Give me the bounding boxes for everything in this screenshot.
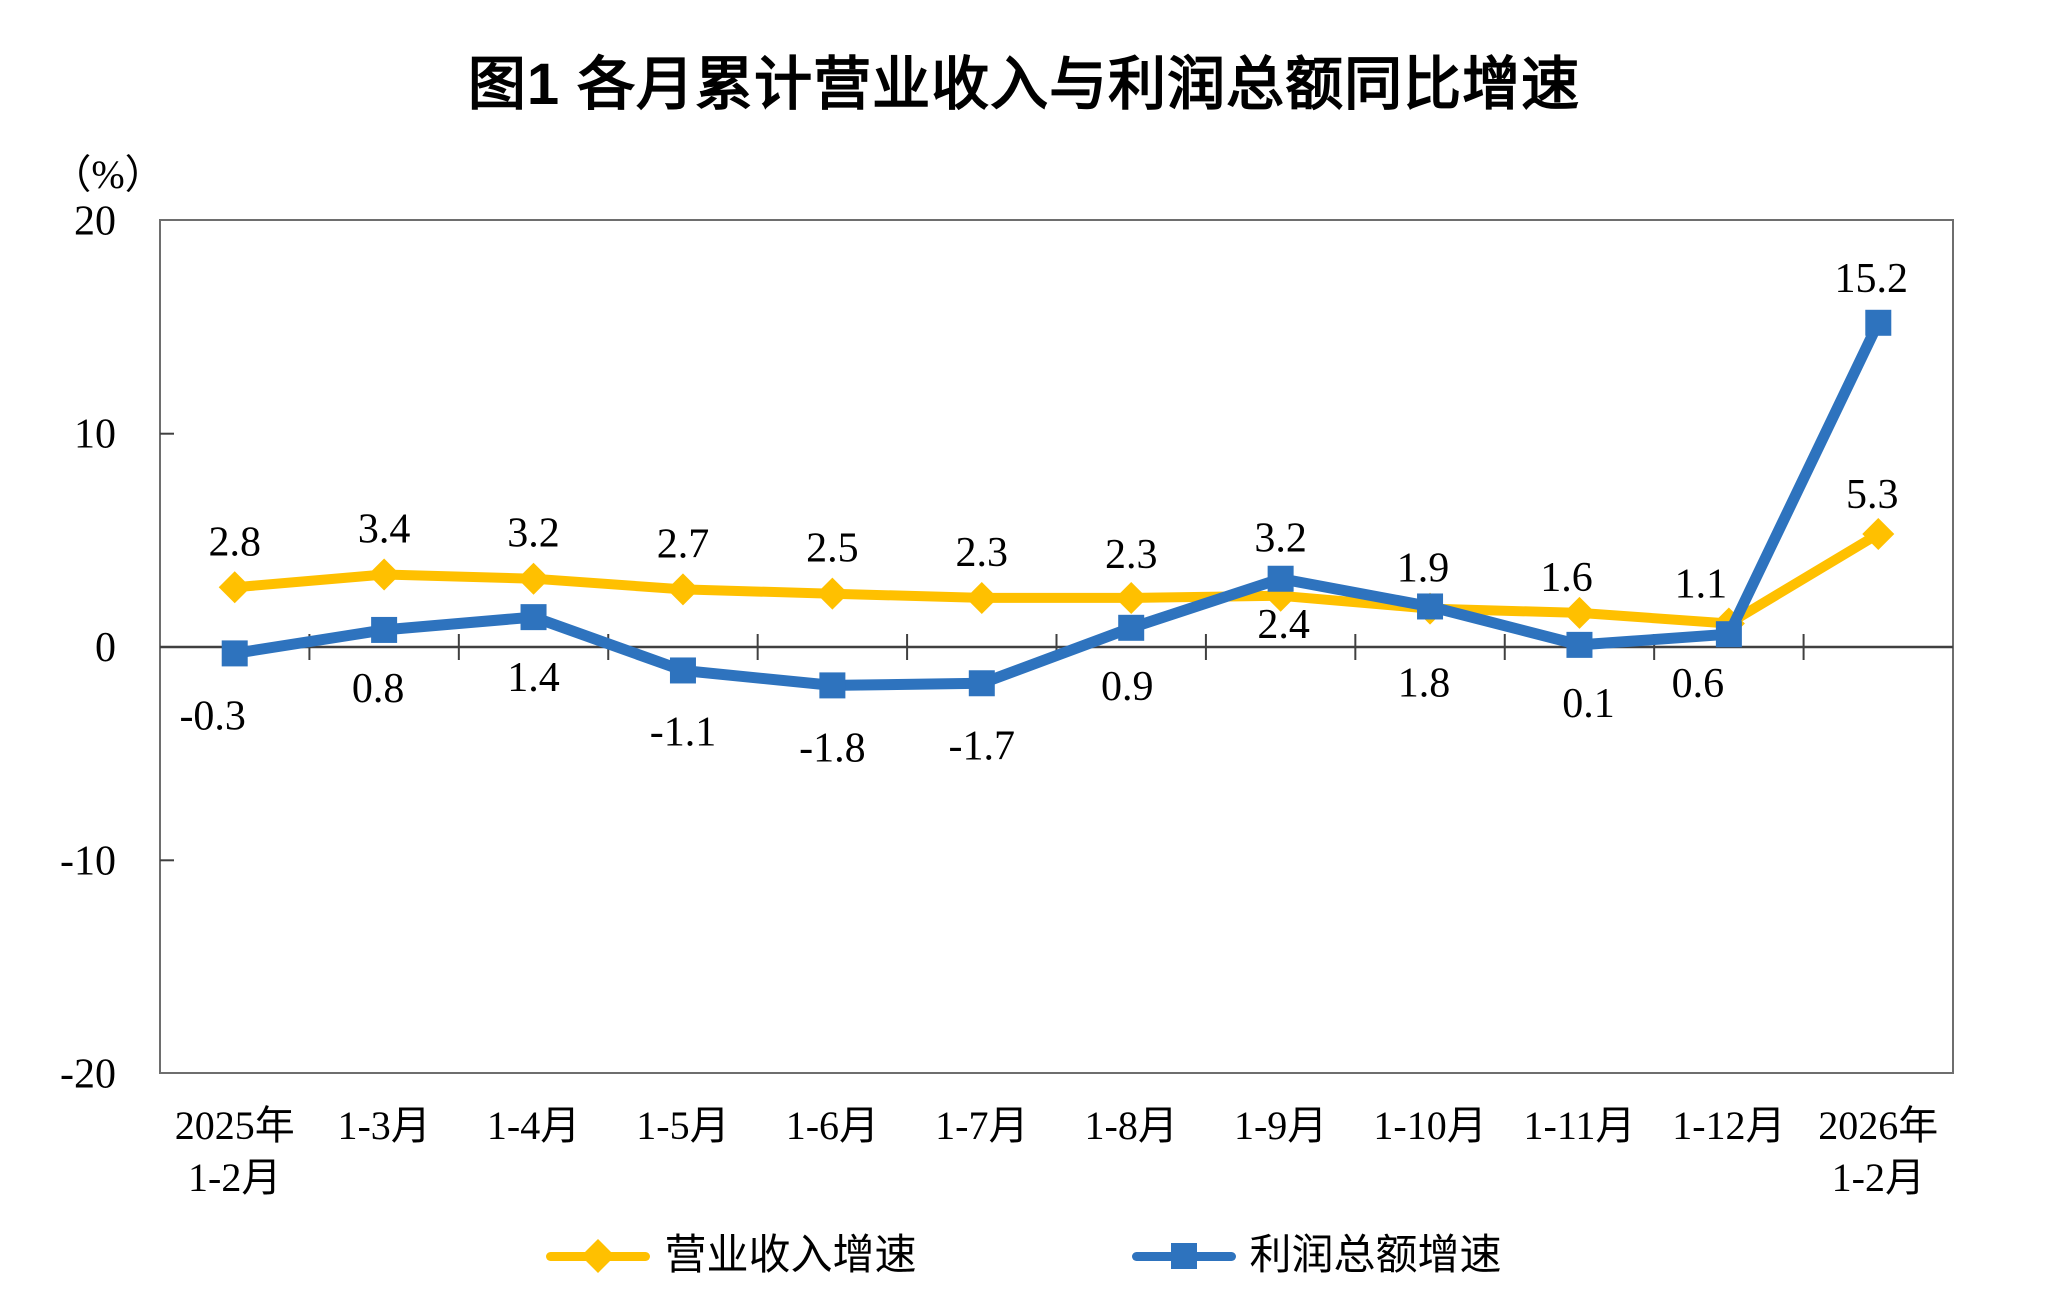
revenue-data-label: 2.5	[806, 526, 859, 572]
y-axis-tick-label: 10	[74, 412, 116, 458]
profit-point-marker	[968, 670, 995, 697]
revenue-point-marker	[666, 573, 699, 606]
revenue-data-label: 2.8	[208, 519, 261, 565]
profit-point-marker	[1715, 621, 1742, 648]
profit-point-marker	[1267, 565, 1294, 592]
legend-shape	[1170, 1243, 1197, 1269]
profit-point-marker	[819, 672, 846, 699]
revenue-point-marker	[1115, 581, 1148, 614]
revenue-point-marker	[1563, 596, 1596, 629]
legend: 营业收入增速 利润总额增速	[0, 1228, 2048, 1284]
profit-data-label: 0.9	[1101, 664, 1154, 710]
legend-item-revenue: 营业收入增速	[546, 1233, 917, 1279]
x-axis-category-label: 1-3月	[337, 1103, 430, 1148]
profit-data-label: -1.8	[799, 725, 866, 771]
diamond-line-marker-icon	[546, 1239, 651, 1273]
profit-data-label: 1.4	[507, 655, 560, 701]
revenue-data-label: 5.3	[1846, 472, 1899, 518]
profit-point-marker	[1566, 631, 1593, 658]
x-axis-category-label: 2025年 1-2月	[175, 1103, 295, 1200]
profit-data-label: 0.6	[1672, 661, 1725, 707]
square-line-marker-icon	[1131, 1239, 1236, 1273]
y-axis-unit-label: （%）	[51, 152, 165, 197]
profit-data-label: 3.2	[1254, 516, 1307, 562]
revenue-point-marker	[218, 571, 251, 604]
profit-data-label: 1.9	[1397, 546, 1450, 592]
revenue-data-label: 1.8	[1398, 661, 1451, 707]
profit-data-label: -0.3	[179, 693, 246, 739]
revenue-data-label: 2.3	[956, 530, 1009, 576]
x-axis-category-label: 1-12月	[1672, 1103, 1785, 1148]
profit-point-marker	[371, 616, 398, 643]
y-axis-tick-label: -20	[60, 1052, 116, 1098]
y-axis-tick-label: 0	[95, 625, 116, 671]
revenue-series-line	[229, 529, 1884, 629]
legend-label: 利润总额增速	[1249, 1233, 1502, 1279]
revenue-point-marker	[816, 577, 849, 610]
profit-data-label: -1.7	[949, 723, 1016, 769]
chart-title: 图1 各月累计营业收入与利润总额同比增速	[467, 52, 1581, 117]
legend-item-profit: 利润总额增速	[1131, 1233, 1502, 1279]
revenue-data-label: 2.4	[1257, 602, 1310, 648]
revenue-point-marker	[517, 562, 550, 595]
x-axis-category-label: 2026年 1-2月	[1818, 1103, 1938, 1200]
x-axis-category-label: 1-8月	[1085, 1103, 1178, 1148]
profit-point-marker	[1865, 309, 1892, 336]
x-axis-category-label: 1-4月	[487, 1103, 580, 1148]
revenue-point-marker	[1862, 517, 1895, 550]
x-axis-category-label: 1-9月	[1234, 1103, 1327, 1148]
profit-point-marker	[1417, 593, 1444, 620]
x-axis-category-label: 1-7月	[935, 1103, 1028, 1148]
revenue-data-label: 3.4	[358, 507, 411, 553]
revenue-data-label: 1.1	[1675, 562, 1728, 608]
y-axis-tick-label: 20	[74, 198, 116, 244]
revenue-data-label: 2.7	[657, 521, 710, 567]
y-axis-tick-label: -10	[60, 838, 116, 884]
profit-data-label: 0.8	[352, 666, 405, 712]
revenue-data-label: 1.6	[1540, 555, 1593, 601]
revenue-data-label: 2.3	[1105, 532, 1158, 578]
profit-point-marker	[1118, 614, 1145, 641]
legend-label: 营业收入增速	[664, 1233, 917, 1279]
revenue-data-label: 3.2	[507, 511, 560, 557]
revenue-point-marker	[368, 558, 401, 591]
x-axis-category-label: 1-5月	[636, 1103, 729, 1148]
profit-data-label: 0.1	[1562, 681, 1615, 727]
legend-shape	[581, 1239, 616, 1273]
profit-point-marker	[520, 604, 547, 631]
profit-point-marker	[221, 640, 248, 667]
x-axis-category-label: 1-10月	[1373, 1103, 1486, 1148]
x-axis-category-label: 1-11月	[1524, 1103, 1636, 1148]
revenue-point-marker	[965, 581, 998, 614]
profit-data-label: -1.1	[650, 710, 717, 756]
x-axis-category-label: 1-6月	[786, 1103, 879, 1148]
profit-data-label: 15.2	[1835, 256, 1909, 302]
profit-point-marker	[669, 657, 696, 684]
profit-series-line	[229, 317, 1884, 691]
